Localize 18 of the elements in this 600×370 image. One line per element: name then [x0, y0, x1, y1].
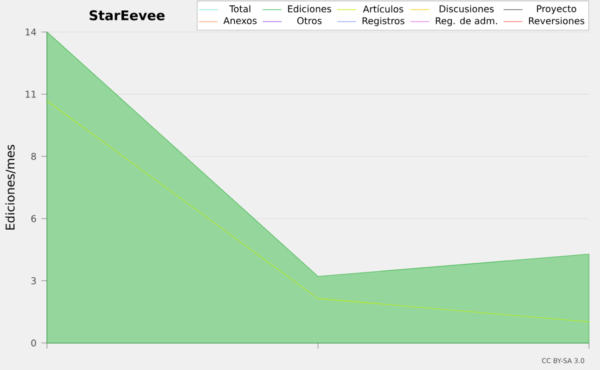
chart-title: StarEevee — [90, 10, 165, 20]
legend-label: Anexos — [223, 17, 257, 24]
y-tick-label: 11 — [26, 90, 36, 98]
y-tick-label: 14 — [26, 28, 36, 36]
legend-label: Otros — [297, 17, 322, 24]
y-tick-label: 0 — [31, 339, 36, 347]
legend-label: Total — [229, 5, 250, 12]
legend-label: Reversiones — [529, 17, 584, 24]
legend-label: Reg. de adm. — [436, 17, 497, 26]
y-tick-label: 6 — [31, 215, 36, 222]
legend-label: Proyecto — [537, 5, 576, 14]
legend-label: Artículos — [362, 4, 404, 13]
legend-label: Ediciones — [288, 5, 332, 12]
y-tick-label: 8 — [31, 152, 36, 160]
legend-label: Registros — [362, 17, 404, 26]
legend-label: Discusiones — [440, 5, 494, 12]
y-axis-title: Ediciones/mes — [5, 144, 16, 230]
y-tick-label: 3 — [31, 277, 36, 284]
